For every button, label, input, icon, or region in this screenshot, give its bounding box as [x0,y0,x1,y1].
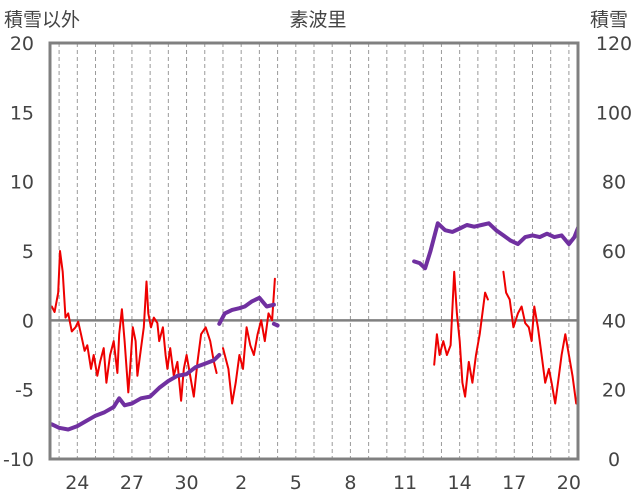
x-tick-label: 24 [65,472,89,494]
right-tick-label: 80 [602,172,626,194]
right-axis-label: 積雪 [590,9,628,31]
left-axis-label: 積雪以外 [4,9,80,31]
other-series-line-3 [502,270,578,405]
right-tick-label: 20 [602,380,626,402]
other-series-line-2 [433,270,489,398]
plot-frame [48,41,580,461]
series-group [50,221,598,432]
x-tick-label: 8 [344,472,356,494]
left-tick-label: 20 [10,33,34,55]
right-tick-label: 40 [602,310,626,332]
left-tick-label: 0 [22,310,34,332]
x-tick-label: 27 [120,472,144,494]
left-tick-label: 5 [22,241,34,263]
chart-title: 素波里 [289,9,346,31]
left-tick-label: -10 [3,449,34,471]
snow-depth-series-line-2 [271,321,280,328]
x-tick-label: 17 [502,472,526,494]
left-tick-label: -5 [15,380,34,402]
left-tick-label: 10 [10,172,34,194]
x-tick-label: 30 [174,472,198,494]
other-series-line-1 [222,277,276,405]
x-tick-label: 2 [235,472,247,494]
left-tick-label: 15 [10,102,34,124]
series-layer [50,221,598,432]
x-tick-label: 14 [448,472,472,494]
right-tick-label: 100 [596,102,632,124]
right-tick-label: 120 [596,33,632,55]
right-tick-label: 60 [602,241,626,263]
minor-gridlines [58,43,570,459]
snow-depth-series-line-0 [50,353,222,432]
x-tick-label: 20 [557,472,581,494]
x-tick-label: 5 [290,472,302,494]
left-axis-ticks: -10 -5 0 5 10 15 20 [3,33,34,471]
right-tick-label: 0 [608,449,620,471]
x-tick-label: 11 [393,472,417,494]
snow-depth-series-line-1 [217,295,276,326]
snow-depth-series-line-3 [412,221,578,271]
x-axis-ticks: 24 27 30 2 5 8 11 14 17 20 [65,472,581,494]
other-series-line-4 [584,369,598,390]
other-series-line-0 [50,250,218,402]
right-axis-ticks: 0 20 40 60 80 100 120 [596,33,632,471]
